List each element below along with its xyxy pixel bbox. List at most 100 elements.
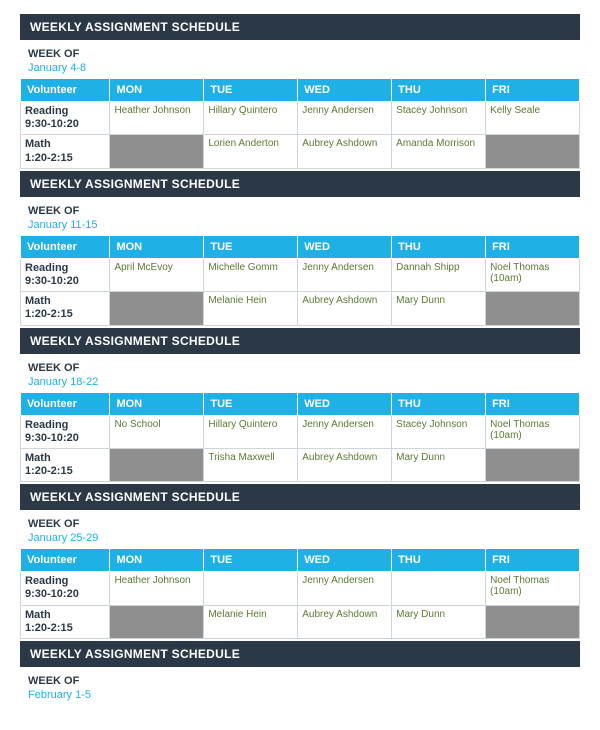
column-header: MON [110, 79, 204, 102]
column-header: Volunteer [21, 235, 110, 258]
header-row: VolunteerMONTUEWEDTHUFRI [21, 235, 580, 258]
week-of-label: WEEK OF [28, 362, 580, 374]
header-row: VolunteerMONTUEWEDTHUFRI [21, 549, 580, 572]
assignment-cell: Amanda Morrison [392, 135, 486, 168]
assignment-cell [204, 572, 298, 605]
week-of-block: WEEK OFJanuary 11-15 [20, 205, 580, 231]
assignment-cell [486, 448, 580, 481]
timeslot-time: 9:30-10:20 [25, 275, 105, 288]
week-of-label: WEEK OF [28, 675, 580, 687]
assignment-cell: Jenny Andersen [298, 102, 392, 135]
column-header: FRI [486, 392, 580, 415]
assignment-cell [110, 448, 204, 481]
assignment-cell: Hillary Quintero [204, 102, 298, 135]
assignment-cell: Melanie Hein [204, 605, 298, 638]
assignment-cell: Melanie Hein [204, 292, 298, 325]
column-header: THU [392, 79, 486, 102]
assignment-cell [486, 605, 580, 638]
assignment-cell: No School [110, 415, 204, 448]
schedule-table: VolunteerMONTUEWEDTHUFRIReading9:30-10:2… [20, 548, 580, 639]
assignment-cell: Aubrey Ashdown [298, 135, 392, 168]
column-header: THU [392, 549, 486, 572]
assignment-cell: Noel Thomas (10am) [486, 415, 580, 448]
timeslot-time: 1:20-2:15 [25, 622, 105, 635]
column-header: Volunteer [21, 549, 110, 572]
schedule-title-bar: WEEKLY ASSIGNMENT SCHEDULE [20, 484, 580, 510]
assignment-cell: Mary Dunn [392, 605, 486, 638]
assignment-cell: Lorien Anderton [204, 135, 298, 168]
schedule-title-bar: WEEKLY ASSIGNMENT SCHEDULE [20, 328, 580, 354]
assignment-cell: Hillary Quintero [204, 415, 298, 448]
assignment-cell: Jenny Andersen [298, 572, 392, 605]
column-header: WED [298, 549, 392, 572]
assignment-cell [110, 605, 204, 638]
timeslot-name: Reading [25, 105, 105, 118]
timeslot-name: Math [25, 452, 105, 465]
schedule-title-bar: WEEKLY ASSIGNMENT SCHEDULE [20, 171, 580, 197]
table-row: Reading9:30-10:20No SchoolHillary Quinte… [21, 415, 580, 448]
week-of-block: WEEK OF January 25-29 [20, 518, 580, 544]
assignment-cell: Michelle Gomm [204, 258, 298, 291]
table-row: Math1:20-2:15 Lorien AndertonAubrey Ashdo… [21, 135, 580, 168]
schedule-title-bar: WEEKLY ASSIGNMENT SCHEDULE [20, 14, 580, 40]
column-header: Volunteer [21, 392, 110, 415]
assignment-cell: Dannah Shipp [392, 258, 486, 291]
timeslot-cell: Reading9:30-10:20 [21, 572, 110, 605]
assignment-cell: Mary Dunn [392, 292, 486, 325]
column-header: FRI [486, 79, 580, 102]
assignment-cell [110, 135, 204, 168]
week-of-label: WEEK OF [28, 48, 580, 60]
week-of-block: WEEK OF January 18-22 [20, 362, 580, 388]
table-row: Reading9:30-10:20Heather JohnsonHillary … [21, 102, 580, 135]
assignment-cell: Aubrey Ashdown [298, 605, 392, 638]
timeslot-cell: Reading9:30-10:20 [21, 102, 110, 135]
table-row: Math1:20-2:15Melanie HeinAubrey AshdownM… [21, 605, 580, 638]
schedule-table: VolunteerMONTUEWEDTHUFRIReading9:30-10:2… [20, 78, 580, 169]
column-header: WED [298, 235, 392, 258]
column-header: WED [298, 392, 392, 415]
timeslot-name: Math [25, 295, 105, 308]
timeslot-cell: Math1:20-2:15 [21, 135, 110, 168]
timeslot-time: 9:30-10:20 [25, 588, 105, 601]
timeslot-name: Reading [25, 575, 105, 588]
column-header: MON [110, 392, 204, 415]
header-row: VolunteerMONTUEWEDTHUFRI [21, 79, 580, 102]
week-of-value: January 18-22 [28, 376, 580, 388]
column-header: MON [110, 549, 204, 572]
timeslot-name: Reading [25, 262, 105, 275]
timeslot-time: 9:30-10:20 [25, 118, 105, 131]
timeslot-name: Math [25, 138, 105, 151]
timeslot-time: 1:20-2:15 [25, 308, 105, 321]
week-of-value: February 1-5 [28, 689, 580, 701]
assignment-cell: Stacey Johnson [392, 415, 486, 448]
table-row: Math1:20-2:15 Melanie HeinAubrey AshdownM… [21, 292, 580, 325]
assignment-cell: Kelly Seale [486, 102, 580, 135]
timeslot-cell: Math1:20-2:15 [21, 448, 110, 481]
timeslot-name: Math [25, 609, 105, 622]
timeslot-time: 9:30-10:20 [25, 432, 105, 445]
column-header: MON [110, 235, 204, 258]
column-header: Volunteer [21, 79, 110, 102]
timeslot-name: Reading [25, 419, 105, 432]
column-header: TUE [204, 235, 298, 258]
assignment-cell: Heather Johnson [110, 102, 204, 135]
week-of-label: WEEK OF [28, 205, 580, 217]
assignment-cell: Heather Johnson [110, 572, 204, 605]
timeslot-cell: Reading9:30-10:20 [21, 415, 110, 448]
column-header: TUE [204, 549, 298, 572]
assignment-cell [110, 292, 204, 325]
assignment-cell: April McEvoy [110, 258, 204, 291]
table-row: Reading9:30-10:20Heather JohnsonJenny An… [21, 572, 580, 605]
week-of-value: January 25-29 [28, 532, 580, 544]
timeslot-time: 1:20-2:15 [25, 152, 105, 165]
assignment-cell: Stacey Johnson [392, 102, 486, 135]
assignment-cell: Jenny Andersen [298, 258, 392, 291]
schedule-title-bar: WEEKLY ASSIGNMENT SCHEDULE [20, 641, 580, 667]
timeslot-cell: Math1:20-2:15 [21, 605, 110, 638]
column-header: THU [392, 392, 486, 415]
header-row: VolunteerMONTUEWEDTHUFRI [21, 392, 580, 415]
assignment-cell: Aubrey Ashdown [298, 292, 392, 325]
column-header: TUE [204, 79, 298, 102]
column-header: FRI [486, 235, 580, 258]
week-of-label: WEEK OF [28, 518, 580, 530]
